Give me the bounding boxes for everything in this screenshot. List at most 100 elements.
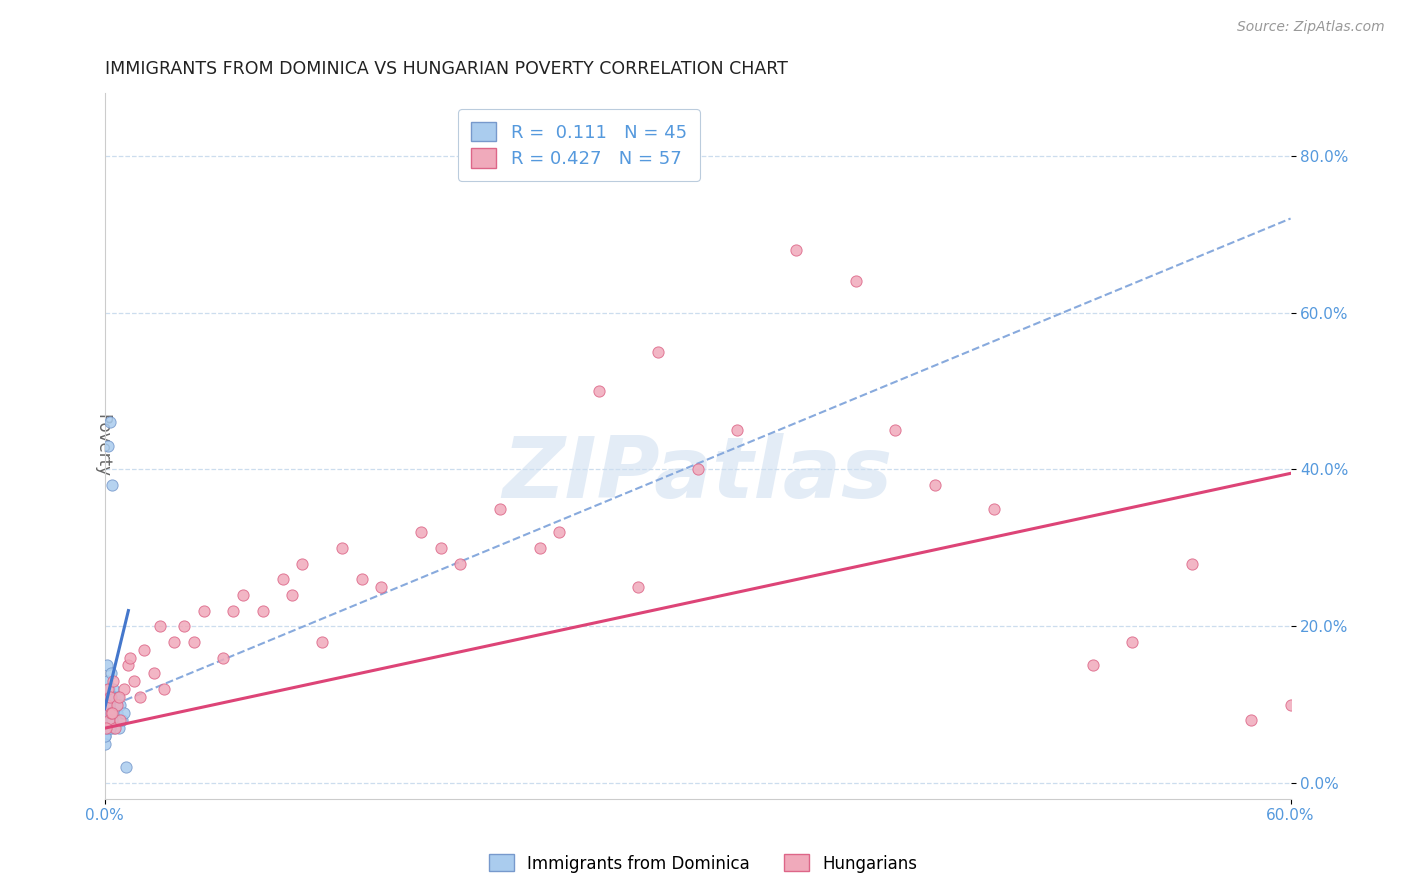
Point [281, 588, 304, 602]
Point [100, 721, 122, 735]
Point [105, 706, 128, 720]
Point [647, 344, 669, 359]
Point [212, 650, 235, 665]
Legend: R =  0.111   N = 45, R = 0.427   N = 57: R = 0.111 N = 45, R = 0.427 N = 57 [458, 109, 700, 180]
Point [107, 690, 129, 704]
Point [114, 706, 136, 720]
Point [96, 674, 118, 689]
Point [97, 706, 120, 720]
Point [100, 706, 122, 720]
Point [845, 274, 868, 288]
Point [149, 619, 172, 633]
Point [232, 588, 254, 602]
Text: Source: ZipAtlas.com: Source: ZipAtlas.com [1237, 20, 1385, 34]
Point [1181, 557, 1204, 571]
Point [97, 698, 120, 712]
Point [97, 698, 120, 712]
Point [409, 525, 432, 540]
Point [105, 698, 128, 712]
Point [101, 714, 124, 728]
Point [100, 706, 122, 720]
Point [163, 635, 186, 649]
Point [193, 603, 215, 617]
Point [350, 572, 373, 586]
Point [1081, 658, 1104, 673]
Point [110, 714, 132, 728]
Point [143, 666, 166, 681]
Point [94, 721, 117, 735]
Point [98, 690, 121, 704]
Point [103, 721, 125, 735]
Point [96, 698, 118, 712]
Point [370, 580, 392, 594]
Point [686, 462, 709, 476]
Point [627, 580, 650, 594]
Point [111, 714, 134, 728]
Point [97, 714, 120, 728]
Point [983, 501, 1005, 516]
Y-axis label: Poverty: Poverty [94, 415, 111, 477]
Point [129, 690, 152, 704]
Point [96, 658, 118, 673]
Point [100, 698, 122, 712]
Point [97, 714, 120, 728]
Point [252, 603, 274, 617]
Point [429, 541, 451, 555]
Point [114, 681, 136, 696]
Text: ZIPatlas: ZIPatlas [502, 433, 893, 516]
Point [101, 706, 124, 720]
Point [103, 698, 125, 712]
Point [291, 557, 314, 571]
Point [94, 714, 117, 728]
Point [124, 674, 146, 689]
Point [115, 760, 138, 774]
Point [153, 681, 176, 696]
Point [94, 729, 117, 743]
Point [97, 681, 120, 696]
Point [96, 721, 118, 735]
Point [94, 690, 117, 704]
Point [110, 698, 132, 712]
Point [107, 721, 129, 735]
Legend: Immigrants from Dominica, Hungarians: Immigrants from Dominica, Hungarians [482, 847, 924, 880]
Point [104, 714, 127, 728]
Point [785, 243, 807, 257]
Point [489, 501, 512, 516]
Point [271, 572, 294, 586]
Point [98, 721, 121, 735]
Point [725, 423, 748, 437]
Point [529, 541, 551, 555]
Point [93, 737, 115, 751]
Point [884, 423, 907, 437]
Point [103, 690, 125, 704]
Point [97, 714, 120, 728]
Point [183, 635, 205, 649]
Point [120, 650, 142, 665]
Point [100, 478, 122, 492]
Point [588, 384, 610, 398]
Point [1121, 635, 1143, 649]
Point [222, 603, 245, 617]
Point [548, 525, 571, 540]
Point [94, 698, 117, 712]
Point [173, 619, 195, 633]
Point [94, 729, 117, 743]
Point [1279, 698, 1302, 712]
Point [101, 714, 124, 728]
Point [97, 439, 120, 453]
Point [101, 674, 124, 689]
Point [96, 706, 118, 720]
Point [96, 698, 118, 712]
Point [96, 721, 118, 735]
Point [96, 714, 118, 728]
Point [100, 666, 122, 681]
Text: IMMIGRANTS FROM DOMINICA VS HUNGARIAN POVERTY CORRELATION CHART: IMMIGRANTS FROM DOMINICA VS HUNGARIAN PO… [104, 60, 787, 78]
Point [134, 642, 156, 657]
Point [100, 690, 122, 704]
Point [96, 721, 118, 735]
Point [1240, 714, 1263, 728]
Point [117, 658, 139, 673]
Point [330, 541, 353, 555]
Point [96, 681, 118, 696]
Point [924, 478, 946, 492]
